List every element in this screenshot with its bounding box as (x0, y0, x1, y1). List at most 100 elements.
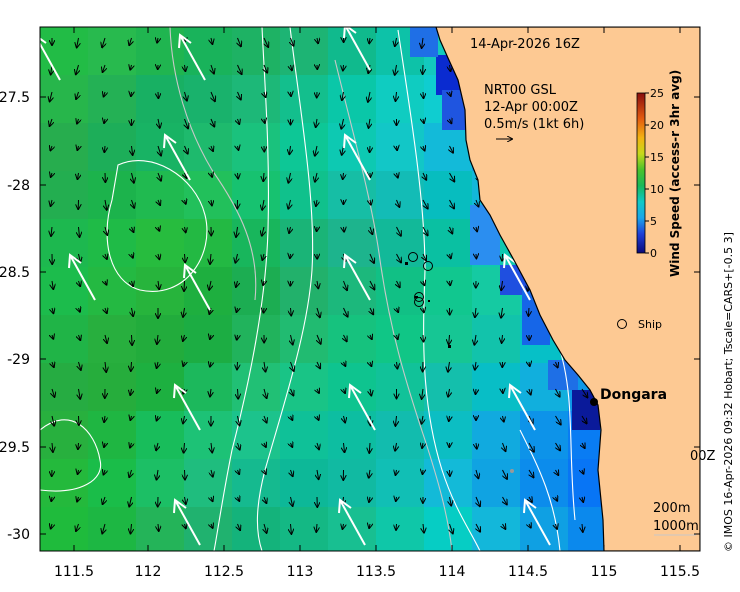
scale-vector-label: 0.5m/s (1kt 6h) (484, 117, 584, 132)
wind-vector (422, 443, 423, 448)
grid-cell (184, 315, 232, 363)
wind-vector (79, 226, 80, 237)
wind-vector (157, 361, 158, 368)
wind-vector (52, 308, 53, 313)
grid-cell (472, 411, 520, 459)
wind-vector (264, 37, 268, 47)
contour-line (256, 27, 314, 551)
wind-vector (556, 524, 558, 529)
wind-vector (185, 200, 186, 204)
wind-vector (502, 469, 508, 479)
grid-cell (280, 123, 328, 171)
contour-label-200m: 200m (653, 501, 690, 516)
grid-cell (520, 411, 568, 459)
wind-vector (450, 119, 452, 123)
large-vector (179, 34, 206, 81)
gsl-time-label: 12-Apr 00:00Z (484, 100, 578, 115)
wind-vector (264, 388, 267, 398)
wind-vector (528, 442, 534, 452)
dongara-marker (590, 398, 598, 406)
wind-vector (343, 64, 344, 70)
wind-vector (52, 442, 53, 452)
y-tick-label: 28.5 (0, 265, 30, 281)
grid-cell (184, 363, 232, 411)
colorbar-tick-label: 20 (650, 119, 664, 132)
wind-vector (343, 172, 344, 179)
wind-vector (369, 469, 370, 478)
wind-vector (237, 308, 238, 312)
wind-vector (291, 388, 294, 395)
wind-vector (291, 334, 293, 345)
grid-cell (184, 219, 232, 267)
wind-vector (291, 65, 292, 70)
wind-vector (210, 253, 211, 264)
wind-vector (50, 118, 52, 126)
wind-vector (130, 416, 131, 420)
wind-vector (370, 388, 371, 396)
wind-vector (237, 361, 238, 369)
grid-cell (88, 315, 136, 363)
x-tick-label: 114 (439, 564, 466, 580)
wind-vector (291, 523, 292, 534)
place-label: Dongara (600, 387, 667, 403)
x-tick-label: 112 (135, 564, 162, 580)
wind-vector (529, 362, 530, 366)
wind-vector (211, 91, 215, 101)
wind-vector (185, 496, 186, 504)
wind-vector (238, 470, 240, 474)
grid-cell (280, 507, 328, 551)
wind-vector (158, 523, 159, 531)
grid-cell (88, 411, 136, 459)
grid-cell (88, 267, 136, 315)
wind-vector (317, 38, 318, 43)
wind-vector (105, 361, 106, 372)
wind-vector (582, 523, 583, 532)
grid-cell (136, 27, 184, 75)
wind-vector (157, 416, 158, 421)
large-vector-head (68, 253, 82, 269)
wind-vector (288, 199, 290, 209)
grid-cell (232, 75, 280, 123)
wind-vector (291, 416, 293, 420)
grid-cell (88, 459, 136, 507)
wind-vector (131, 523, 132, 534)
wind-vector (422, 37, 423, 48)
wind-vector (76, 64, 79, 74)
wind-vector (476, 523, 480, 532)
wind-vector (528, 307, 529, 316)
wind-vector (77, 119, 79, 124)
grid-cell (88, 219, 136, 267)
grid-cell (376, 411, 424, 459)
wind-vector (211, 146, 213, 151)
wind-vector (476, 199, 479, 207)
wind-vector (77, 497, 78, 502)
wind-vector (238, 523, 241, 530)
wind-vector (51, 524, 52, 529)
grid-cell (280, 219, 328, 267)
islands (405, 262, 451, 348)
wind-vector (291, 469, 293, 476)
wind-vector (79, 388, 81, 399)
grid-cell (280, 267, 328, 315)
wind-vector (238, 415, 240, 425)
wind-vector (316, 118, 317, 127)
wind-vector (79, 361, 81, 370)
wind-vector (52, 415, 54, 426)
wind-vector (317, 334, 321, 344)
wind-vector (344, 442, 345, 452)
wind-vector (132, 145, 133, 155)
mooring-markers (408, 252, 433, 307)
grid-cell (232, 507, 280, 551)
y-tick-label: 29.5 (0, 440, 30, 456)
wind-vector (103, 496, 105, 504)
wind-vector (264, 443, 266, 447)
wind-vector (131, 361, 132, 371)
wind-vector (582, 415, 587, 423)
wind-vector (291, 443, 293, 447)
wind-vector (529, 524, 531, 528)
grid-cell (40, 459, 88, 507)
contour-line (397, 29, 481, 551)
wind-vector (132, 227, 134, 232)
large-vector-head (343, 133, 357, 149)
wind-vector (211, 524, 213, 528)
